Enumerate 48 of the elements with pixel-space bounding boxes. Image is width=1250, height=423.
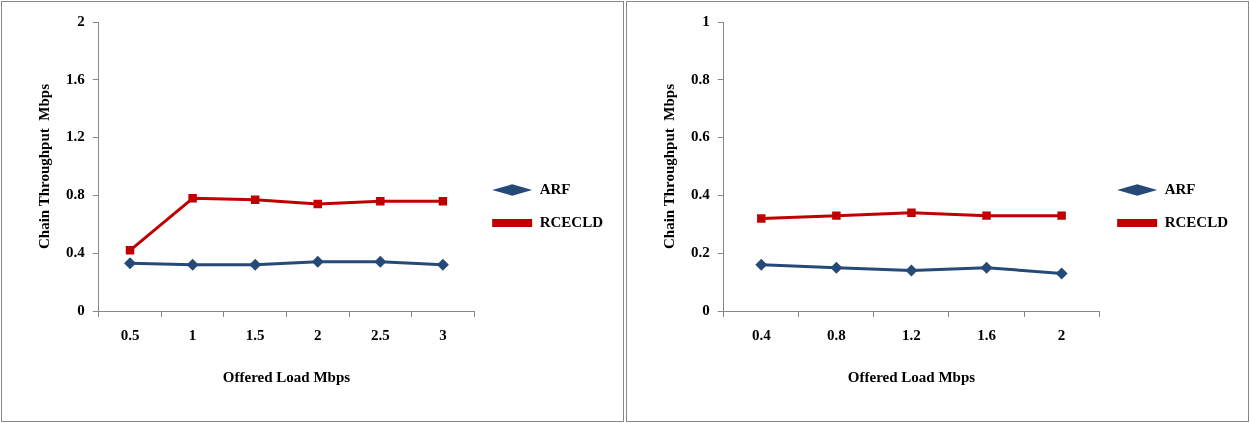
y-tick-label: 0: [702, 301, 710, 318]
point: [982, 211, 991, 220]
x-axis-title: Offered Load Mbps: [222, 368, 351, 385]
point: [755, 258, 768, 271]
x-tick-label: 0.5: [120, 326, 140, 343]
point: [376, 196, 385, 206]
point: [188, 194, 197, 203]
x-tick-label: 1.2: [902, 326, 921, 343]
y-tick-label: 0.4: [66, 244, 86, 261]
point: [313, 199, 322, 209]
point: [757, 214, 766, 223]
x-tick-label: 1.5: [245, 326, 265, 343]
y-tick-label: 1.2: [66, 128, 85, 145]
y-tick-label: 0.8: [691, 70, 710, 87]
x-tick-label: 0.8: [827, 326, 846, 343]
point: [980, 261, 993, 274]
point: [905, 264, 918, 277]
x-tick-label: 1.6: [977, 326, 997, 343]
y-tick-label: 0.8: [66, 186, 85, 203]
y-tick-label: 0.6: [691, 128, 711, 145]
legend-label: RCECLD: [1164, 213, 1229, 230]
point: [832, 211, 841, 220]
y-tick-label: 2: [77, 12, 85, 29]
legend-label: ARF: [539, 180, 571, 197]
y-tick-label: 0: [77, 301, 85, 318]
point: [830, 261, 843, 274]
y-axis-title: Chain Throughput Mbps: [35, 83, 52, 249]
legend-label: ARF: [1164, 180, 1196, 197]
x-tick-label: 2: [313, 326, 322, 343]
point: [250, 195, 260, 204]
y-tick-label: 1.6: [66, 70, 86, 87]
x-axis-title: Offered Load Mbps: [847, 368, 976, 385]
x-tick-label: 1: [188, 326, 197, 343]
point: [1055, 267, 1068, 280]
y-tick-label: 0.4: [691, 186, 711, 203]
x-tick-label: 0.4: [751, 326, 772, 343]
point: [1057, 211, 1066, 220]
point: [907, 208, 916, 217]
point: [125, 246, 135, 255]
x-tick-label: 3: [439, 326, 447, 343]
y-tick-label: 1: [702, 12, 710, 29]
legend-label: RCECLD: [539, 213, 604, 230]
x-tick-label: 2.5: [370, 326, 390, 343]
point: [374, 255, 387, 268]
y-tick-label: 0.2: [691, 244, 710, 261]
point: [311, 255, 324, 268]
y-axis-title: Chain Throughput Mbps: [660, 83, 677, 249]
x-tick-label: 2: [1057, 326, 1066, 343]
